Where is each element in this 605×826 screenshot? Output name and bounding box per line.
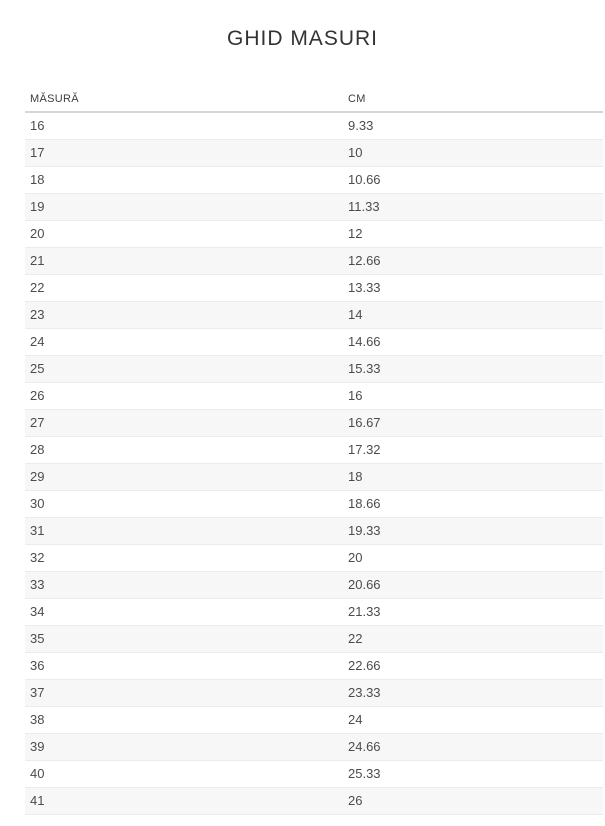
cm-cell: 26 xyxy=(343,787,603,815)
size-guide-table: MĂSURĂ CM 16 9.33 17 10 18 10.66 19 11.33 20 12 21… xyxy=(25,86,603,815)
cm-cell: 22.66 xyxy=(343,652,603,680)
cm-cell: 16.67 xyxy=(343,409,603,437)
table-row: 29 18 xyxy=(25,463,603,491)
table-row: 33 20.66 xyxy=(25,571,603,599)
cm-cell: 14.66 xyxy=(343,328,603,356)
cm-cell: 21.33 xyxy=(343,598,603,626)
table-row: 27 16.67 xyxy=(25,409,603,437)
table-row: 30 18.66 xyxy=(25,490,603,518)
size-cell: 29 xyxy=(25,463,343,491)
size-cell: 39 xyxy=(25,733,343,761)
cm-cell: 12.66 xyxy=(343,247,603,275)
table-row: 28 17.32 xyxy=(25,436,603,464)
cm-cell: 20 xyxy=(343,544,603,572)
size-cell: 41 xyxy=(25,787,343,815)
table-row: 32 20 xyxy=(25,544,603,572)
cm-cell: 18.66 xyxy=(343,490,603,518)
cm-cell: 18 xyxy=(343,463,603,491)
cm-cell: 16 xyxy=(343,382,603,410)
size-cell: 17 xyxy=(25,139,343,167)
table-row: 34 21.33 xyxy=(25,598,603,626)
size-cell: 35 xyxy=(25,625,343,653)
table-row: 16 9.33 xyxy=(25,112,603,140)
cm-cell: 20.66 xyxy=(343,571,603,599)
table-row: 40 25.33 xyxy=(25,760,603,788)
table-row: 31 19.33 xyxy=(25,517,603,545)
cm-cell: 24.66 xyxy=(343,733,603,761)
size-cell: 34 xyxy=(25,598,343,626)
table-row: 20 12 xyxy=(25,220,603,248)
column-header-cm: CM xyxy=(343,86,603,113)
cm-cell: 25.33 xyxy=(343,760,603,788)
size-cell: 36 xyxy=(25,652,343,680)
cm-cell: 10 xyxy=(343,139,603,167)
size-cell: 30 xyxy=(25,490,343,518)
table-row: 37 23.33 xyxy=(25,679,603,707)
table-row: 41 26 xyxy=(25,787,603,815)
table-row: 36 22.66 xyxy=(25,652,603,680)
table-row: 39 24.66 xyxy=(25,733,603,761)
cm-cell: 17.32 xyxy=(343,436,603,464)
size-cell: 37 xyxy=(25,679,343,707)
cm-cell: 24 xyxy=(343,706,603,734)
size-cell: 31 xyxy=(25,517,343,545)
table-row: 23 14 xyxy=(25,301,603,329)
cm-cell: 19.33 xyxy=(343,517,603,545)
table-row: 22 13.33 xyxy=(25,274,603,302)
table-header-row: MĂSURĂ CM xyxy=(25,86,603,113)
cm-cell: 15.33 xyxy=(343,355,603,383)
table-body: 16 9.33 17 10 18 10.66 19 11.33 20 12 21 12.66 22 13.… xyxy=(25,112,603,815)
table-row: 24 14.66 xyxy=(25,328,603,356)
table-row: 21 12.66 xyxy=(25,247,603,275)
size-cell: 38 xyxy=(25,706,343,734)
table-row: 25 15.33 xyxy=(25,355,603,383)
size-cell: 40 xyxy=(25,760,343,788)
size-cell: 33 xyxy=(25,571,343,599)
size-cell: 27 xyxy=(25,409,343,437)
table-row: 38 24 xyxy=(25,706,603,734)
size-cell: 22 xyxy=(25,274,343,302)
cm-cell: 11.33 xyxy=(343,193,603,221)
table-row: 18 10.66 xyxy=(25,166,603,194)
size-cell: 24 xyxy=(25,328,343,356)
table-row: 26 16 xyxy=(25,382,603,410)
cm-cell: 22 xyxy=(343,625,603,653)
page-title: GHID MASURI xyxy=(226,27,378,50)
size-cell: 19 xyxy=(25,193,343,221)
size-cell: 32 xyxy=(25,544,343,572)
size-cell: 26 xyxy=(25,382,343,410)
size-cell: 16 xyxy=(25,112,343,140)
cm-cell: 9.33 xyxy=(343,112,603,140)
cm-cell: 23.33 xyxy=(343,679,603,707)
table-row: 19 11.33 xyxy=(25,193,603,221)
size-cell: 18 xyxy=(25,166,343,194)
column-header-masura: MĂSURĂ xyxy=(25,86,343,113)
table-row: 17 10 xyxy=(25,139,603,167)
table-row: 35 22 xyxy=(25,625,603,653)
cm-cell: 13.33 xyxy=(343,274,603,302)
size-cell: 25 xyxy=(25,355,343,383)
cm-cell: 14 xyxy=(343,301,603,329)
cm-cell: 12 xyxy=(343,220,603,248)
size-cell: 20 xyxy=(25,220,343,248)
size-cell: 21 xyxy=(25,247,343,275)
size-cell: 23 xyxy=(25,301,343,329)
size-cell: 28 xyxy=(25,436,343,464)
cm-cell: 10.66 xyxy=(343,166,603,194)
